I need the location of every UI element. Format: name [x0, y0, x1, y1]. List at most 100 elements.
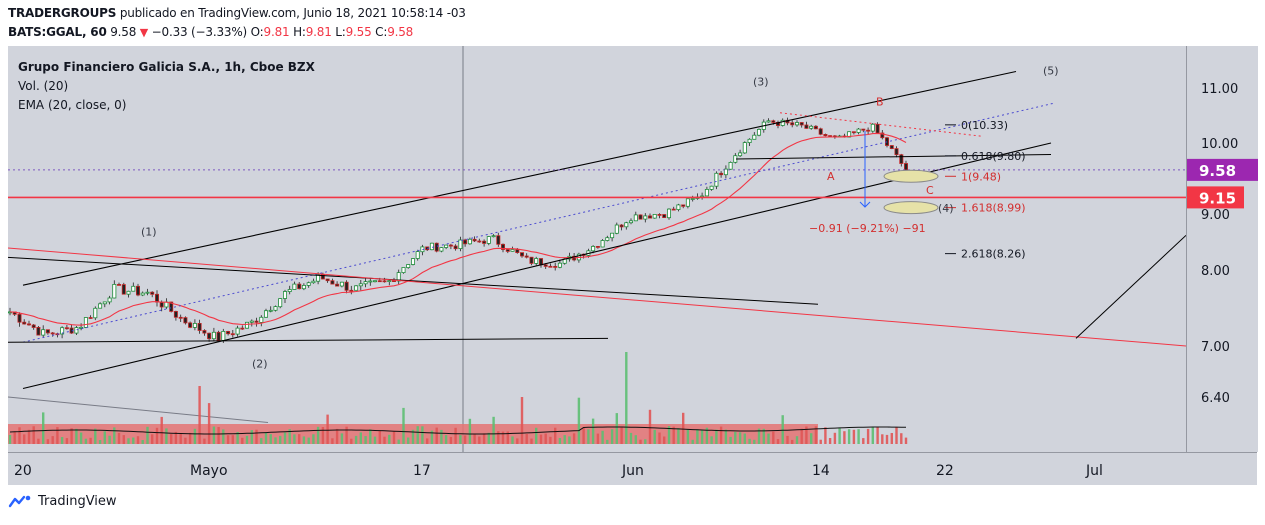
volume-bar — [876, 426, 879, 444]
volume-bar — [535, 427, 538, 444]
volume-bar — [449, 436, 453, 444]
open-label: O: — [250, 25, 264, 39]
candle-down — [188, 322, 193, 328]
footer-brand[interactable]: TradingView — [38, 494, 117, 509]
volume-bar — [27, 429, 31, 444]
legend-title: Grupo Financiero Galicia S.A., 1h, Cboe … — [18, 60, 315, 74]
volume-bar — [805, 426, 808, 444]
volume-bar — [440, 429, 443, 444]
candle-down — [719, 172, 724, 176]
candle-down — [150, 291, 155, 295]
channel-mid-line — [22, 102, 1054, 343]
candle-down — [207, 332, 212, 340]
candle-down — [671, 208, 676, 211]
volume-bar — [577, 397, 581, 444]
candle-down — [391, 280, 396, 283]
candle-up — [766, 120, 771, 123]
volume-bar — [65, 438, 69, 444]
volume-bar — [814, 426, 818, 444]
volume-bar — [653, 429, 656, 444]
volume-bar — [824, 427, 827, 444]
candle-down — [539, 258, 544, 266]
volume-bar — [108, 435, 111, 444]
volume-bar — [250, 430, 253, 444]
candle-down — [681, 204, 686, 207]
volume-bar — [748, 438, 751, 444]
volume-bar — [819, 439, 822, 444]
volume-bar — [231, 435, 234, 444]
candle-down — [377, 280, 382, 283]
candle-up — [605, 237, 610, 241]
candle-up — [145, 291, 150, 294]
candle-down — [117, 283, 122, 286]
volume-bar — [354, 435, 358, 444]
wave-label: B — [876, 96, 884, 109]
volume-bar — [222, 429, 225, 444]
candle-down — [790, 122, 795, 126]
candle-up — [747, 138, 752, 144]
candle-down — [619, 224, 624, 228]
volume-bar — [895, 427, 898, 444]
volume-bar — [516, 438, 519, 444]
time-axis-svg: 20 Mayo 17 Jun 14 22 Jul — [14, 463, 1103, 479]
candle-up — [652, 213, 657, 219]
candle-down — [904, 163, 909, 171]
volume-bar — [482, 433, 486, 444]
candle-down — [26, 323, 31, 326]
volume-bar — [279, 435, 282, 444]
volume-bar — [587, 429, 590, 444]
fib-label: 1(9.48) — [961, 170, 1001, 183]
volume-bar — [203, 438, 206, 444]
candle-up — [714, 172, 719, 187]
volume-bar — [174, 431, 178, 444]
fib-label: 0(10.33) — [961, 119, 1008, 132]
volume-bar — [791, 439, 794, 444]
price-tick-label: 7.00 — [1201, 340, 1230, 355]
time-axis[interactable]: 20 Mayo 17 Jun 14 22 Jul — [8, 452, 1257, 485]
volume-bars — [8, 352, 908, 444]
ohlc-line: BATS:GGAL, 60 9.58 ▼ −0.33 (−3.33%) O:9.… — [8, 25, 413, 39]
candle-up — [249, 320, 254, 323]
volume-bar — [738, 432, 742, 444]
candle-down — [861, 128, 866, 131]
price-chart[interactable]: −0.91 (−9.21%) −91 0(10.33) 0.618(9.80) 1(9… — [8, 46, 1186, 452]
volume-bar — [236, 432, 239, 444]
candle-up — [401, 267, 406, 273]
volume-bar — [606, 439, 609, 444]
last-price: 9.58 — [110, 25, 137, 39]
volume-bar — [724, 429, 728, 444]
volume-bar — [136, 436, 140, 444]
candle-up — [856, 128, 861, 133]
volume-bar — [84, 438, 88, 444]
volume-bar — [677, 428, 680, 444]
price-axis[interactable]: 11.00 10.00 8.00 7.00 6.40 9.00 9.58 9.15 — [1186, 46, 1258, 452]
volume-bar — [520, 397, 524, 444]
volume-bar — [179, 434, 182, 444]
volume-bar — [288, 429, 291, 444]
candle-up — [643, 215, 648, 220]
candle-up — [60, 327, 65, 335]
volume-bar — [184, 437, 187, 444]
candle-up — [795, 122, 800, 126]
volume-bar — [591, 418, 595, 444]
b-wave-dotted-line — [779, 112, 984, 137]
candle-up — [757, 129, 762, 136]
wave-label: (4) — [938, 202, 954, 215]
candle-up — [600, 240, 605, 248]
candle-up — [126, 290, 131, 295]
candle-up — [93, 307, 98, 319]
volume-bar — [601, 430, 604, 444]
volume-bar — [871, 427, 874, 444]
author-name[interactable]: TRADERGROUPS — [8, 6, 117, 20]
volume-bar — [307, 437, 310, 444]
candle-down — [496, 235, 501, 245]
volume-bar — [369, 429, 372, 444]
symbol-label[interactable]: BATS:GGAL, 60 — [8, 25, 107, 39]
chart-pane[interactable]: −0.91 (−9.21%) −91 0(10.33) 0.618(9.80) 1(9… — [8, 46, 1186, 452]
candle-down — [813, 125, 818, 130]
candle-up — [728, 162, 733, 170]
volume-bar — [193, 428, 197, 444]
candle-up — [368, 280, 373, 283]
candle-up — [306, 282, 311, 286]
candle-down — [349, 289, 354, 292]
